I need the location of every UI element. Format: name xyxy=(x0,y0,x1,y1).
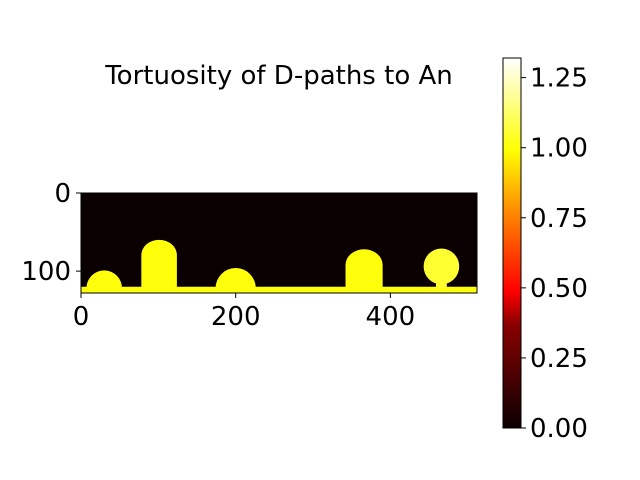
x-axis: 0 200 400 xyxy=(73,293,415,332)
y-tick-label: 100 xyxy=(21,257,71,287)
heatmap-region-base xyxy=(81,286,477,293)
plot-area xyxy=(80,192,478,294)
colorbar-tick-label: 1.25 xyxy=(530,64,588,94)
heatmap-background xyxy=(81,193,477,293)
plot-frame xyxy=(80,192,478,294)
chart-title: Tortuosity of D-paths to An xyxy=(104,61,453,91)
colorbar-tick-label: 0.75 xyxy=(530,204,588,234)
x-tick-label: 400 xyxy=(366,302,416,332)
colorbar-gradient xyxy=(502,57,522,429)
x-tick-label: 200 xyxy=(211,302,261,332)
heatmap-region-cap xyxy=(423,248,460,285)
colorbar-tick-label: 0.00 xyxy=(530,414,588,444)
heatmap-region-stalk xyxy=(141,239,177,289)
colorbar-tick-label: 1.00 xyxy=(530,134,588,164)
heatmap-region-dome xyxy=(215,268,256,289)
x-tick-label: 0 xyxy=(73,302,90,332)
colorbar-tick-label: 0.25 xyxy=(530,344,588,374)
colorbar: 0.00 0.25 0.50 0.75 1.00 1.25 xyxy=(502,57,588,444)
heatmap-region-dome xyxy=(86,270,122,289)
colorbar-tick-label: 0.50 xyxy=(530,274,588,304)
heatmap-region-stalk xyxy=(345,249,383,289)
y-axis: 0 100 xyxy=(21,179,81,287)
y-tick-label: 0 xyxy=(54,179,71,209)
colorbar-ticks: 0.00 0.25 0.50 0.75 1.00 1.25 xyxy=(521,64,588,444)
